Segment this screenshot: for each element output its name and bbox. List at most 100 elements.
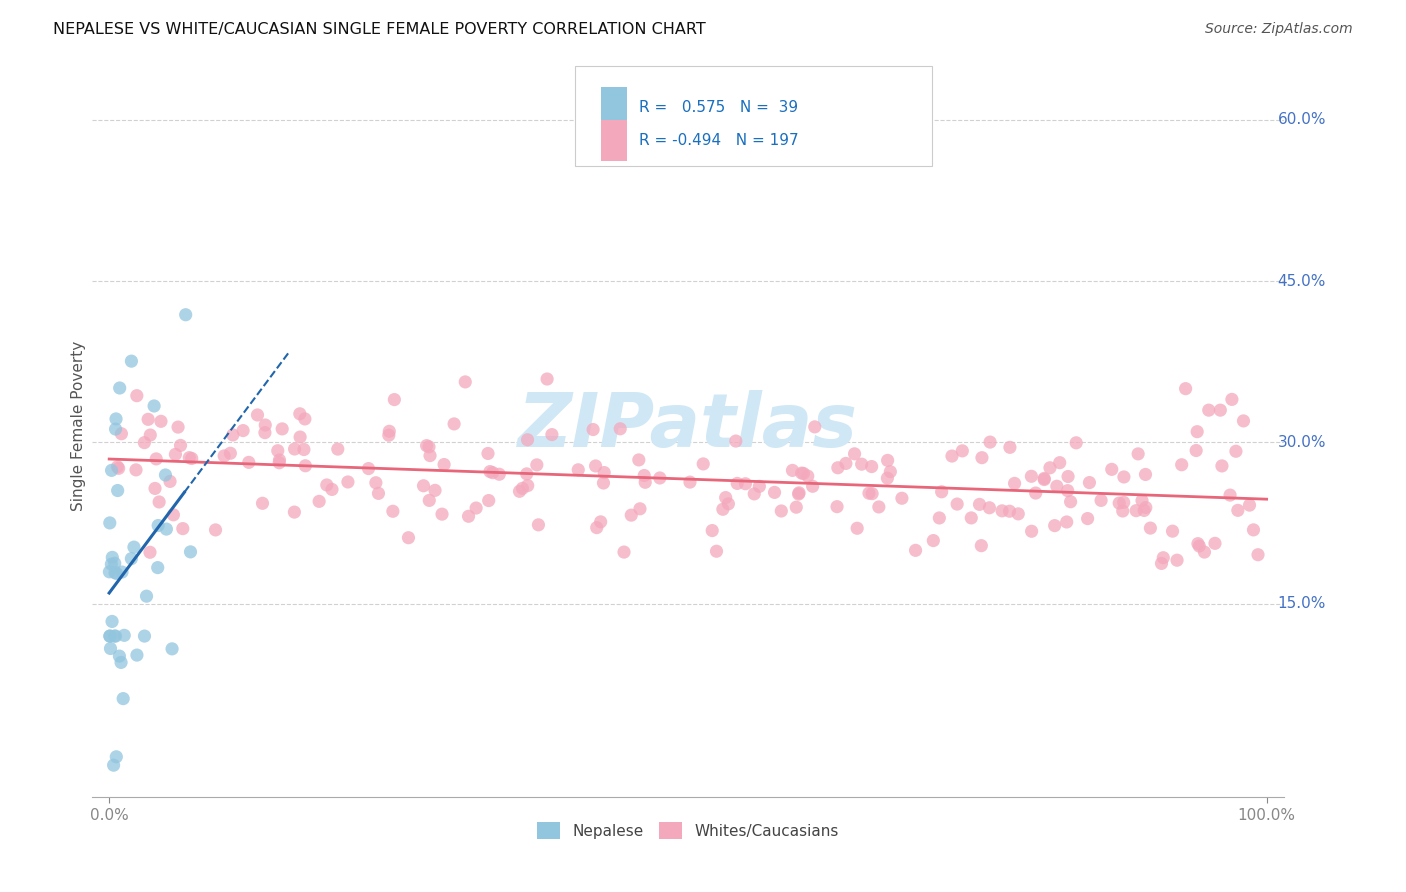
Point — [378, 425, 401, 439]
Point — [797, 469, 820, 483]
Point — [364, 475, 387, 490]
Point — [143, 482, 166, 496]
Point — [162, 508, 184, 522]
Point — [107, 483, 129, 498]
Point — [1126, 447, 1149, 461]
Point — [111, 565, 134, 579]
Point — [284, 442, 307, 456]
Point — [367, 486, 389, 500]
Point — [1152, 550, 1174, 565]
Point — [267, 443, 290, 458]
Point — [991, 504, 1014, 518]
Point — [143, 399, 166, 413]
Point — [222, 428, 245, 442]
Point — [179, 545, 201, 559]
Point — [1219, 488, 1241, 502]
Point — [294, 458, 316, 473]
Point — [108, 381, 131, 395]
Text: 15.0%: 15.0% — [1278, 596, 1326, 611]
Point — [868, 500, 890, 514]
Point — [145, 451, 167, 466]
Point — [478, 493, 501, 508]
Point — [98, 629, 121, 643]
Point — [1150, 557, 1173, 571]
Point — [787, 486, 810, 500]
Point — [110, 426, 132, 441]
Point — [1033, 473, 1056, 487]
Point — [876, 471, 898, 485]
Point — [1211, 458, 1233, 473]
Point — [526, 458, 548, 472]
Point — [169, 438, 191, 452]
Point — [165, 447, 187, 461]
Point — [946, 497, 969, 511]
Point — [252, 496, 274, 510]
Point — [1043, 518, 1066, 533]
Point — [1057, 469, 1080, 483]
Point — [1021, 524, 1043, 539]
Point — [100, 463, 122, 477]
Point — [172, 522, 194, 536]
FancyBboxPatch shape — [600, 87, 627, 128]
Point — [692, 457, 714, 471]
Point — [418, 493, 440, 508]
Text: Source: ZipAtlas.com: Source: ZipAtlas.com — [1205, 22, 1353, 37]
Point — [763, 485, 786, 500]
Point — [125, 463, 148, 477]
Point — [1204, 536, 1226, 550]
Point — [104, 556, 127, 570]
Point — [204, 523, 226, 537]
Point — [904, 543, 927, 558]
Point — [567, 463, 589, 477]
Text: ZIPatlas: ZIPatlas — [517, 390, 858, 463]
Point — [970, 539, 993, 553]
Point — [381, 504, 404, 518]
Point — [1239, 498, 1261, 512]
Point — [876, 453, 898, 467]
Point — [1187, 536, 1209, 550]
Point — [541, 427, 564, 442]
Point — [1112, 495, 1135, 509]
Point — [585, 458, 607, 473]
Point — [724, 434, 747, 448]
Point — [212, 449, 235, 463]
Point — [1194, 545, 1216, 559]
Point — [787, 487, 810, 501]
Point — [969, 497, 991, 511]
Point — [271, 422, 294, 436]
Point — [288, 430, 311, 444]
Point — [269, 456, 291, 470]
Point — [159, 475, 181, 489]
Point — [516, 478, 538, 492]
Point — [941, 449, 963, 463]
Point — [711, 502, 734, 516]
Point — [98, 565, 121, 579]
Point — [149, 414, 172, 428]
Point — [1166, 553, 1188, 567]
Point — [1130, 493, 1153, 508]
Point — [232, 424, 254, 438]
Point — [101, 550, 124, 565]
Point — [430, 507, 453, 521]
Point — [1247, 548, 1270, 562]
Point — [101, 615, 124, 629]
Point — [398, 531, 420, 545]
Point — [108, 649, 131, 664]
Point — [1039, 460, 1062, 475]
Point — [860, 486, 883, 500]
Point — [1125, 503, 1147, 517]
Point — [516, 433, 538, 447]
Point — [105, 749, 128, 764]
Point — [1025, 486, 1047, 500]
Point — [180, 451, 202, 466]
Point — [246, 408, 269, 422]
Point — [1064, 435, 1087, 450]
Point — [110, 656, 132, 670]
Point — [648, 471, 671, 485]
Point — [634, 475, 657, 490]
Point — [321, 483, 343, 497]
Point — [292, 442, 315, 457]
Point — [283, 505, 305, 519]
Text: NEPALESE VS WHITE/CAUCASIAN SINGLE FEMALE POVERTY CORRELATION CHART: NEPALESE VS WHITE/CAUCASIAN SINGLE FEMAL… — [53, 22, 706, 37]
Point — [1078, 475, 1101, 490]
